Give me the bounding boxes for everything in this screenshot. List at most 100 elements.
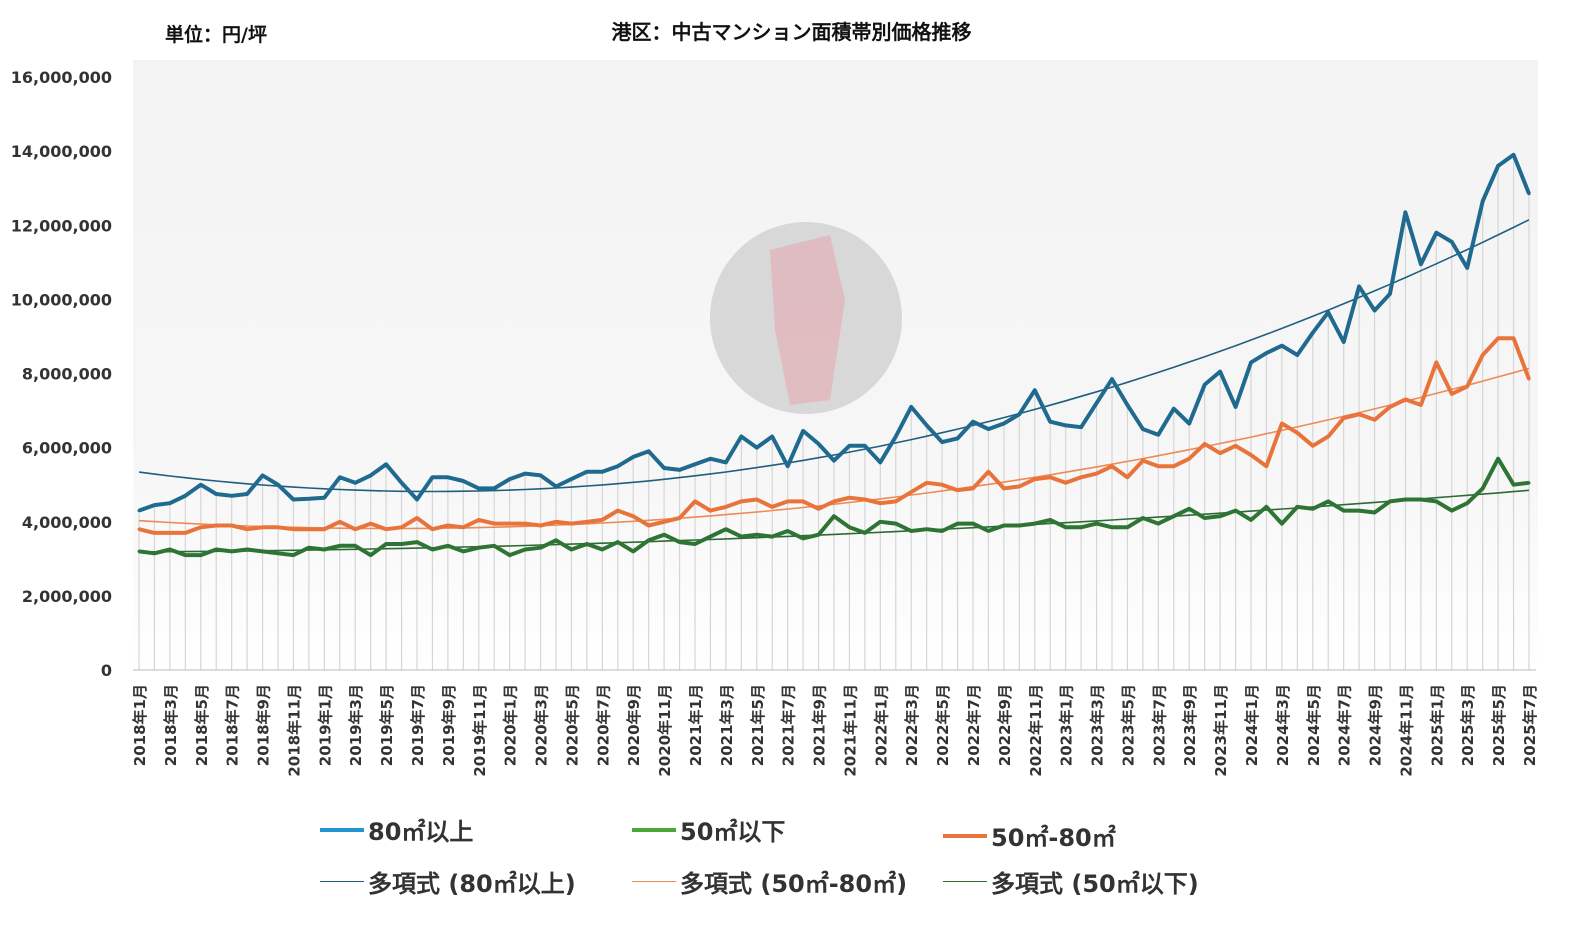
data-point [1403, 210, 1407, 214]
data-point [1218, 451, 1222, 455]
data-point [539, 473, 543, 477]
data-point [199, 553, 203, 557]
data-point [1326, 310, 1330, 314]
data-point [1373, 418, 1377, 422]
x-tick-label: 2020年3月 [533, 684, 551, 766]
data-point [1434, 231, 1438, 235]
data-point [322, 496, 326, 500]
data-point [245, 492, 249, 496]
data-point [152, 503, 156, 507]
x-tick-label: 2024年1月 [1243, 684, 1261, 766]
data-point [1095, 401, 1099, 405]
data-point [1048, 518, 1052, 522]
data-point [1450, 392, 1454, 396]
x-tick-label: 2020年5月 [563, 684, 581, 766]
data-point [1512, 153, 1516, 157]
data-point [1156, 464, 1160, 468]
data-point [724, 460, 728, 464]
y-tick-label: 4,000,000 [22, 513, 112, 532]
data-point [832, 514, 836, 518]
data-point [1403, 397, 1407, 401]
watermark-logo [710, 222, 902, 414]
data-point [662, 520, 666, 524]
data-point [770, 535, 774, 539]
data-point [940, 529, 944, 533]
data-point [1295, 431, 1299, 435]
data-point [276, 525, 280, 529]
data-point [230, 549, 234, 553]
x-tick-label: 2019年9月 [440, 684, 458, 766]
x-tick-label: 2018年5月 [193, 684, 211, 766]
data-point [832, 459, 836, 463]
legend-item-trend-80-plus: 多項式 (80㎡以上) [320, 864, 576, 899]
data-point [245, 548, 249, 552]
data-point [1342, 340, 1346, 344]
data-point [353, 481, 357, 485]
x-tick-label: 2024年9月 [1367, 684, 1385, 766]
data-point [878, 501, 882, 505]
data-point [415, 540, 419, 544]
data-point [1373, 308, 1377, 312]
data-point [384, 527, 388, 531]
data-point [1002, 523, 1006, 527]
data-point [369, 473, 373, 477]
data-point [662, 466, 666, 470]
x-tick-label: 2021年9月 [811, 684, 829, 766]
legend-item-trend-50-below: 多項式 (50㎡以下) [943, 864, 1199, 899]
data-point [1125, 525, 1129, 529]
data-point [400, 525, 404, 529]
x-tick-label: 2018年9月 [255, 684, 273, 766]
data-point [1218, 514, 1222, 518]
x-tick-label: 2023年7月 [1150, 684, 1168, 766]
plot-area [133, 60, 1538, 672]
data-point [909, 490, 913, 494]
legend-swatch [943, 881, 987, 882]
data-point [708, 535, 712, 539]
data-point [214, 523, 218, 527]
data-point [956, 522, 960, 526]
legend-label: 多項式 (50㎡以下) [991, 870, 1199, 898]
data-point [1357, 412, 1361, 416]
data-point [477, 546, 481, 550]
data-point [261, 525, 265, 529]
data-point [1203, 442, 1207, 446]
data-point [1064, 481, 1068, 485]
data-point [1141, 459, 1145, 463]
data-point [1187, 507, 1191, 511]
data-point [1342, 509, 1346, 513]
data-point [554, 538, 558, 542]
data-point [384, 542, 388, 546]
data-point [878, 460, 882, 464]
data-point [755, 446, 759, 450]
data-point [369, 553, 373, 557]
data-point [770, 505, 774, 509]
data-point [276, 483, 280, 487]
data-point [755, 533, 759, 537]
data-point [1481, 199, 1485, 203]
data-point [137, 527, 141, 531]
data-point [400, 542, 404, 546]
data-point [739, 535, 743, 539]
data-point [1527, 481, 1531, 485]
data-point [1481, 353, 1485, 357]
data-point [817, 533, 821, 537]
legend-item-trend-50-80: 多項式 (50㎡-80㎡) [632, 864, 907, 899]
data-point [847, 496, 851, 500]
data-point [1326, 435, 1330, 439]
data-point [986, 427, 990, 431]
data-point [1388, 405, 1392, 409]
data-point [1357, 509, 1361, 513]
data-point [801, 536, 805, 540]
data-point [971, 420, 975, 424]
y-tick-label: 16,000,000 [11, 68, 112, 87]
data-point [554, 485, 558, 489]
data-point [863, 444, 867, 448]
data-point [1465, 266, 1469, 270]
data-point [847, 444, 851, 448]
data-point [539, 546, 543, 550]
data-point [631, 549, 635, 553]
x-tick-label: 2022年11月 [1027, 684, 1045, 777]
data-point [817, 507, 821, 511]
data-point [1110, 525, 1114, 529]
